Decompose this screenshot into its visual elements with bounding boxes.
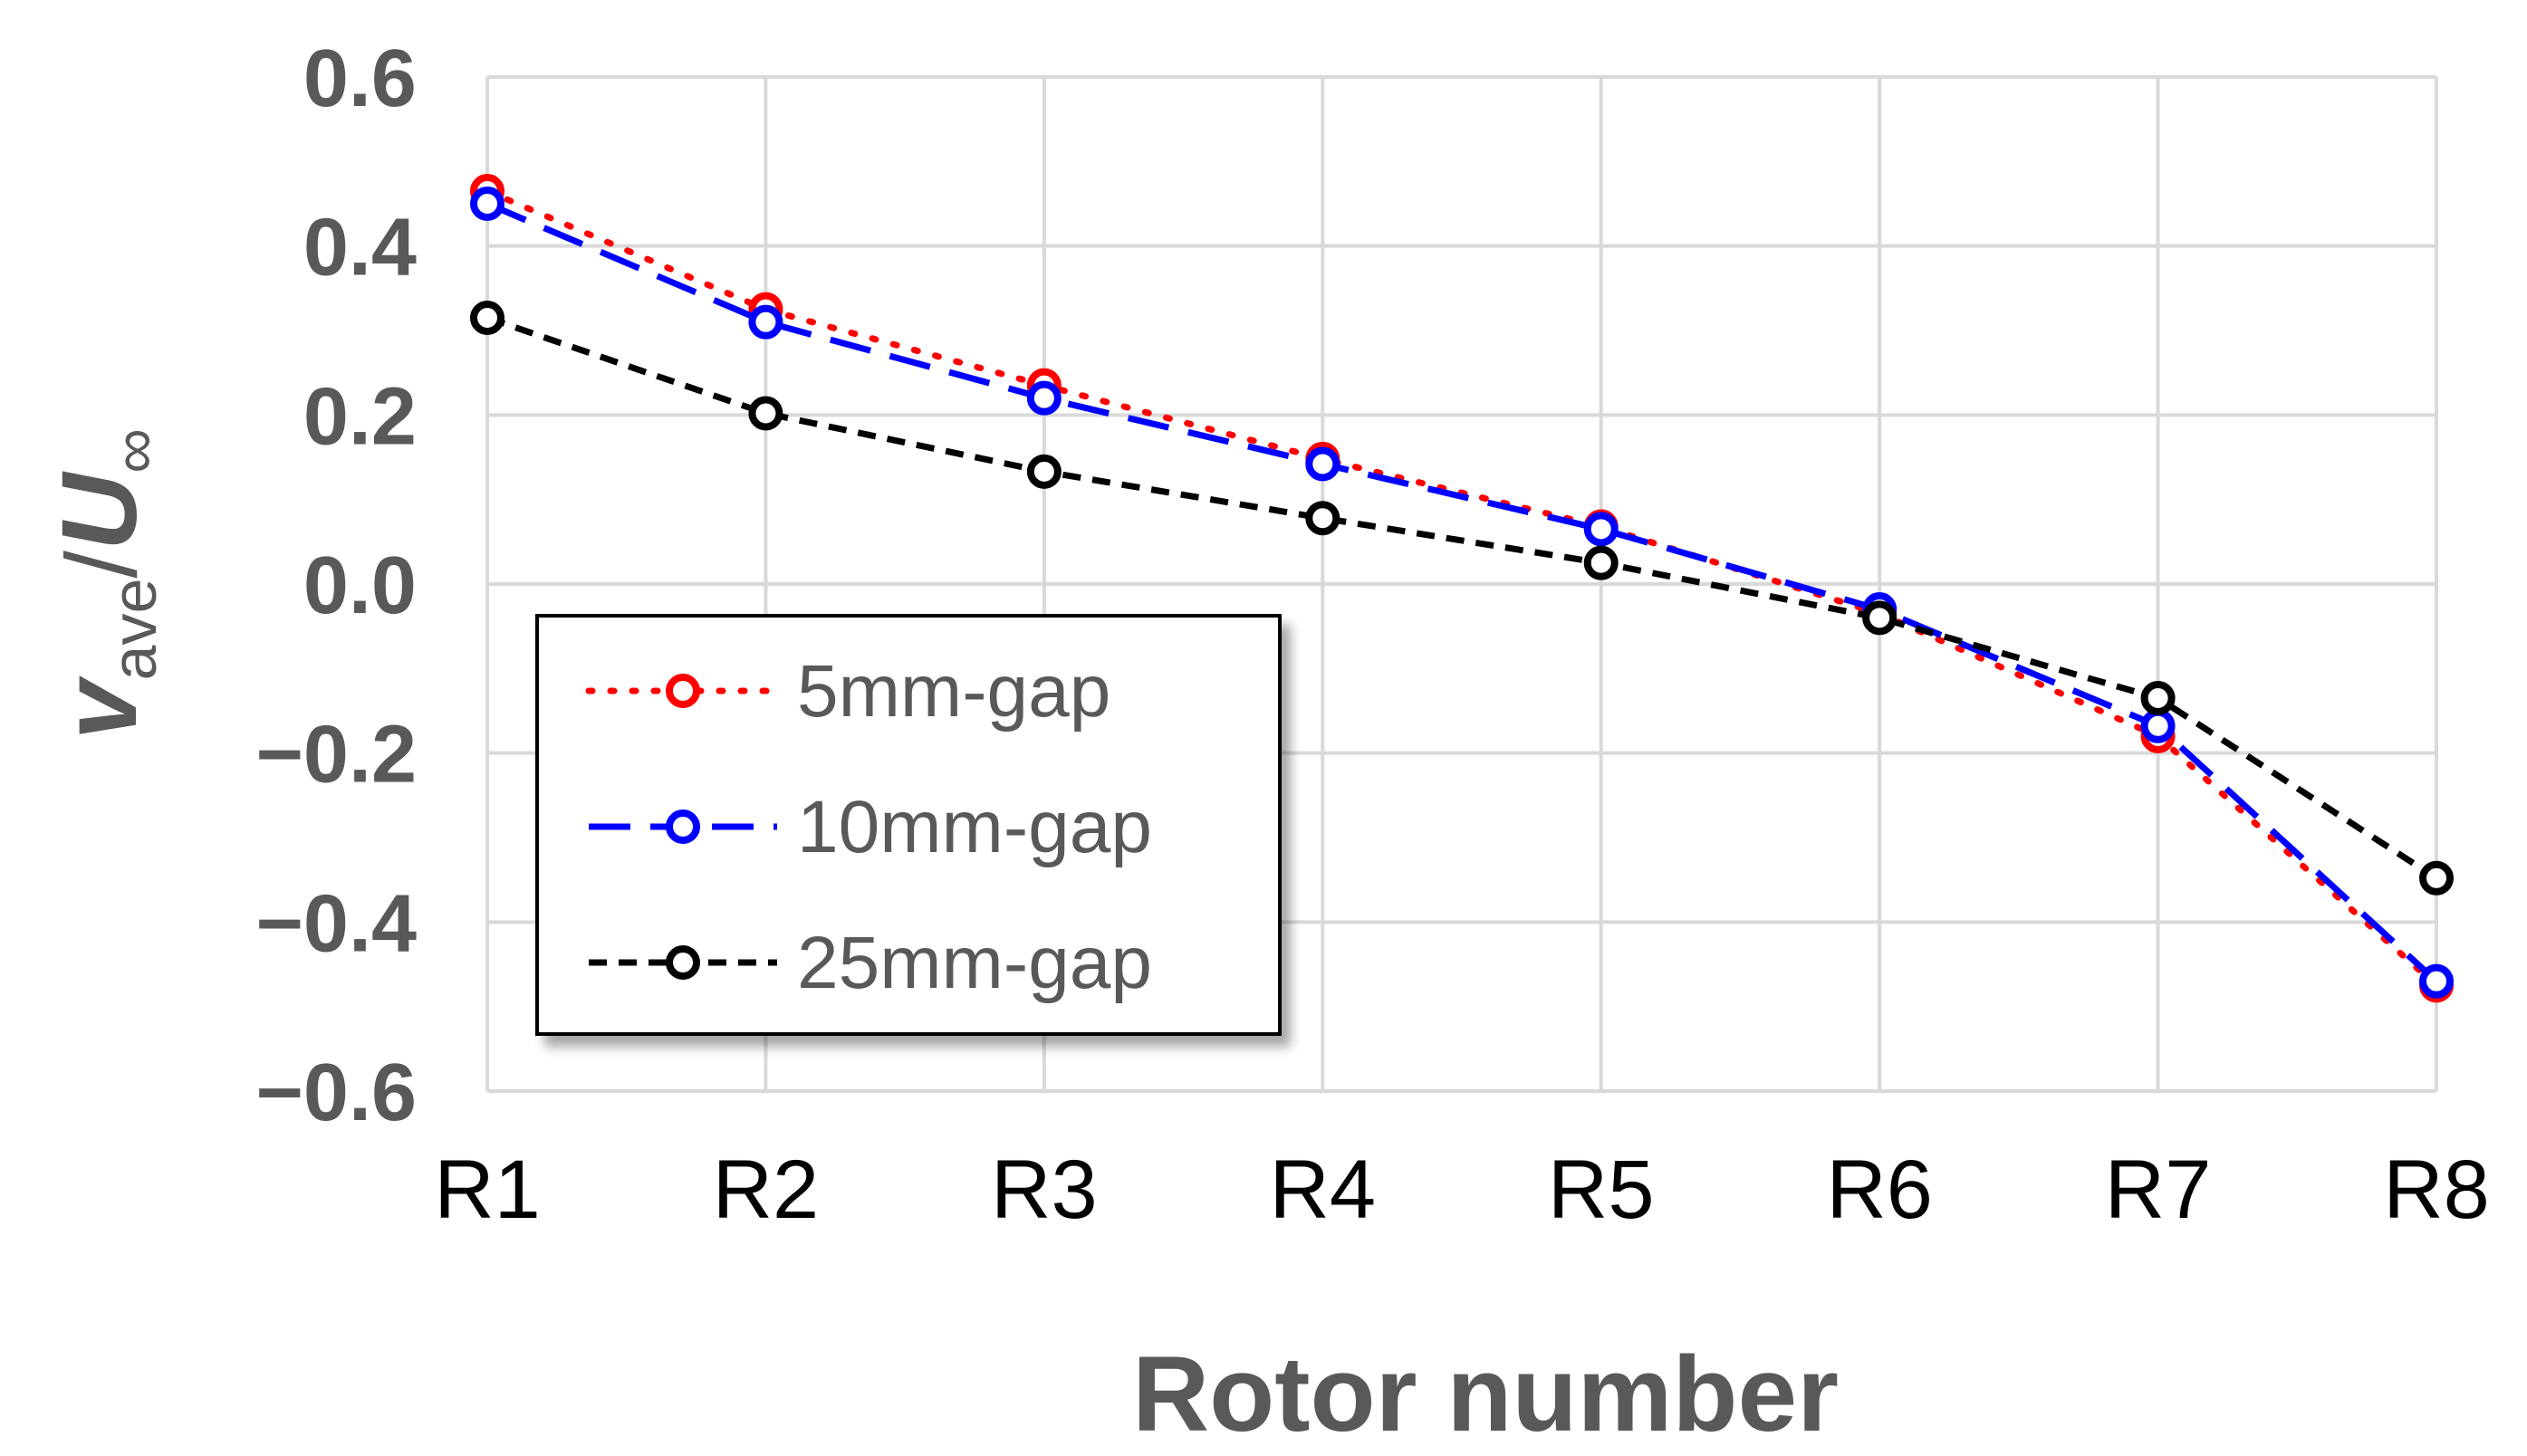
data-point [748,304,783,340]
y-tick-label: −0.6 [255,1048,417,1138]
y-axis-label: vave/U∞ [40,428,169,740]
x-tick-label: R2 [713,1144,820,1236]
data-point [2419,963,2454,999]
data-point [2140,681,2176,715]
x-tick-label: R5 [1548,1144,1655,1236]
x-tick-label: R6 [1826,1144,1933,1236]
y-tick-label: −0.2 [255,710,417,800]
x-tick-label: R3 [991,1144,1098,1236]
y-axis-label-separator: / [46,551,158,579]
x-axis-ticks: R1 R2 R3 R4 R5 R6 R7 R8 [434,1144,2490,1236]
legend-marker [666,945,700,980]
y-tick-label: 0.4 [303,203,417,293]
data-point [1583,512,1619,547]
data-point [1026,380,1062,416]
legend-label: 25mm-gap [797,922,1152,1004]
x-tick-label: R7 [2105,1144,2212,1236]
series-line [485,200,2439,984]
x-tick-label: R8 [2383,1144,2490,1236]
data-point [1305,446,1340,482]
series-lines [470,174,2454,1003]
data-point [470,301,504,335]
data-point [1305,501,1340,536]
legend-marker [666,809,700,844]
y-tick-label: −0.4 [255,878,417,969]
x-axis-label: Rotor number [1132,1335,1839,1454]
data-point [1026,454,1062,489]
y-tick-label: 0.0 [303,541,417,631]
y-axis-label-denominator: U [40,471,159,551]
legend-label: 5mm-gap [797,650,1110,733]
legend-item: 10mm-gap [589,786,1152,868]
data-point [470,187,504,221]
legend-item: 25mm-gap [589,922,1152,1004]
legend-marker [666,674,700,708]
legend-label: 10mm-gap [797,786,1152,868]
data-point [1862,600,1898,636]
y-tick-label: 0.2 [303,371,417,462]
y-axis-label-main: v [40,675,159,740]
legend: 5mm-gap 10mm-gap 25mm-gap [535,614,1282,1036]
y-axis-label-denominator-sub: ∞ [99,428,169,474]
data-point [748,396,783,431]
series-line [485,314,2438,881]
series-line [484,187,2440,989]
x-tick-label: R1 [434,1144,541,1236]
data-point [2419,860,2454,896]
data-point [2140,708,2176,743]
series-25mm-gap [470,301,2454,896]
y-axis-label-main-sub: ave [99,579,169,681]
y-axis-ticks: 0.6 0.4 0.2 0.0 −0.2 −0.4 −0.6 [255,34,417,1138]
x-tick-label: R4 [1269,1144,1376,1236]
data-point [1583,545,1619,580]
y-tick-label: 0.6 [303,34,417,124]
legend-item: 5mm-gap [585,650,1110,733]
